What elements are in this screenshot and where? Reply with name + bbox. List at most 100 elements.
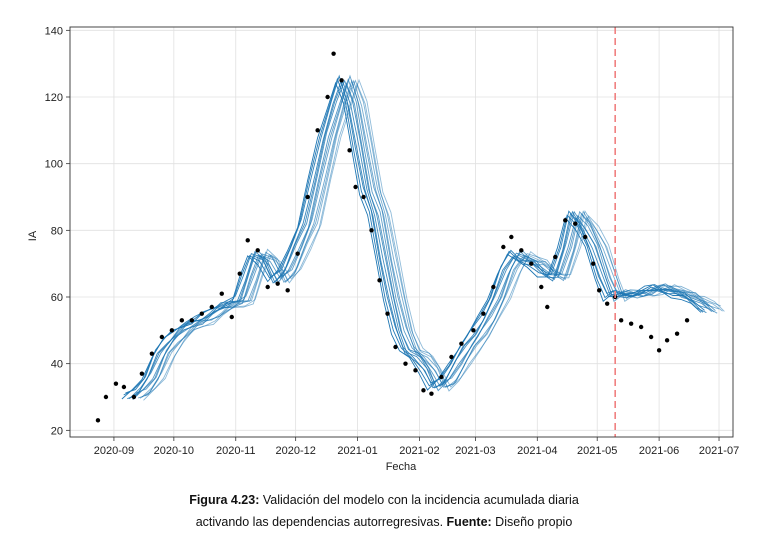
x-tick-label: 2021-06: [639, 445, 679, 457]
observed-point: [403, 361, 408, 366]
observed-point: [618, 318, 624, 323]
figure-caption-line-2: activando las dependencias autorregresiv…: [0, 515, 768, 529]
observed-point: [347, 148, 352, 153]
observed-point: [545, 304, 550, 310]
y-tick-label: 100: [45, 159, 63, 171]
forecast-line: [145, 78, 725, 397]
forecast-line: [136, 74, 716, 394]
forecast-lines: [121, 74, 725, 401]
observed-point: [439, 374, 444, 380]
x-tick-label: 2020-11: [216, 445, 256, 457]
observed-point: [573, 221, 578, 226]
observed-point: [684, 318, 690, 323]
observed-point: [121, 384, 127, 390]
x-tick-label: 2020-12: [275, 445, 315, 457]
figure-caption-line-1: Figura 4.23: Validación del modelo con l…: [0, 493, 768, 507]
observed-point: [393, 344, 398, 350]
observed-point: [481, 311, 486, 316]
observed-point: [429, 391, 434, 396]
observed-point: [385, 311, 390, 316]
observed-point: [265, 284, 270, 290]
observed-point: [275, 281, 280, 286]
observed-point: [229, 314, 234, 320]
forecast-line: [143, 82, 723, 401]
observed-point: [529, 261, 534, 266]
observed-point: [325, 94, 330, 100]
y-tick-label: 120: [45, 92, 63, 104]
observed-points: [95, 51, 690, 423]
observed-point: [674, 331, 680, 336]
observed-point: [305, 194, 310, 200]
observed-point: [377, 278, 382, 283]
observed-point: [113, 381, 119, 386]
observed-point: [159, 334, 165, 340]
observed-point: [664, 338, 670, 343]
y-tick-label: 80: [51, 225, 63, 237]
forecast-line: [121, 81, 702, 400]
forecast-line: [141, 79, 721, 398]
caption-text-2: activando las dependencias autorregresiv…: [195, 515, 447, 529]
forecast-line: [134, 77, 714, 396]
observed-point: [245, 238, 250, 243]
observed-point: [169, 328, 175, 333]
observed-point: [295, 251, 300, 256]
y-tick-label: 40: [51, 359, 63, 371]
x-tick-label: 2020-10: [154, 445, 194, 457]
observed-point: [563, 218, 568, 223]
axes: 2020-09 2020-10 2020-11 2020-12 2021-01 2021-…: [45, 25, 740, 457]
x-axis-label: Fecha: [386, 461, 417, 473]
x-tick-label: 2020-09: [94, 445, 134, 457]
chart: 2020-09 2020-10 2020-11 2020-12 2021-01 2021-…: [27, 25, 740, 473]
y-tick-label: 60: [51, 292, 63, 304]
x-tick-label: 2021-01: [337, 445, 377, 457]
observed-point: [369, 228, 374, 233]
observed-point: [179, 318, 185, 323]
x-tick-label: 2021-05: [577, 445, 617, 457]
observed-point: [139, 371, 145, 376]
observed-point: [583, 234, 588, 240]
observed-point: [656, 348, 662, 353]
caption-source-label: Fuente:: [446, 515, 492, 529]
observed-point: [597, 288, 602, 293]
observed-point: [449, 354, 454, 360]
observed-point: [103, 394, 109, 400]
observed-point: [553, 254, 558, 260]
grid-lines: [70, 27, 733, 437]
forecast-line: [127, 79, 707, 400]
observed-point: [638, 324, 644, 330]
observed-point: [339, 78, 344, 83]
observed-point: [459, 341, 464, 346]
observed-point: [353, 184, 358, 190]
x-tick-label: 2021-07: [699, 445, 739, 457]
observed-point: [413, 368, 418, 373]
observed-point: [131, 394, 137, 400]
x-tick-label: 2021-03: [455, 445, 495, 457]
forecast-line: [139, 79, 720, 399]
observed-point: [95, 418, 101, 423]
observed-point: [539, 284, 544, 290]
y-tick-label: 140: [45, 25, 63, 37]
observed-point: [604, 301, 610, 306]
observed-point: [199, 311, 205, 316]
observed-point: [501, 244, 506, 250]
x-tick-label: 2021-02: [399, 445, 439, 457]
observed-point: [285, 288, 290, 293]
plot-frame: [69, 26, 734, 438]
observed-point: [315, 128, 320, 133]
caption-source-text: Diseño propio: [491, 515, 573, 529]
y-axis-label: IA: [27, 230, 39, 241]
observed-point: [421, 388, 426, 393]
observed-point: [237, 271, 242, 276]
caption-text-1: Validación del modelo con la incidencia …: [259, 493, 579, 507]
observed-point: [628, 321, 634, 326]
x-tick-label: 2021-04: [517, 445, 557, 457]
observed-point: [509, 234, 514, 240]
observed-point: [471, 328, 476, 333]
observed-point: [361, 194, 366, 200]
observed-point: [189, 318, 195, 323]
observed-point: [219, 291, 224, 296]
observed-point: [591, 261, 596, 266]
caption-figure-number: Figura 4.23:: [189, 493, 260, 507]
observed-point: [255, 248, 260, 253]
observed-point: [491, 284, 496, 290]
